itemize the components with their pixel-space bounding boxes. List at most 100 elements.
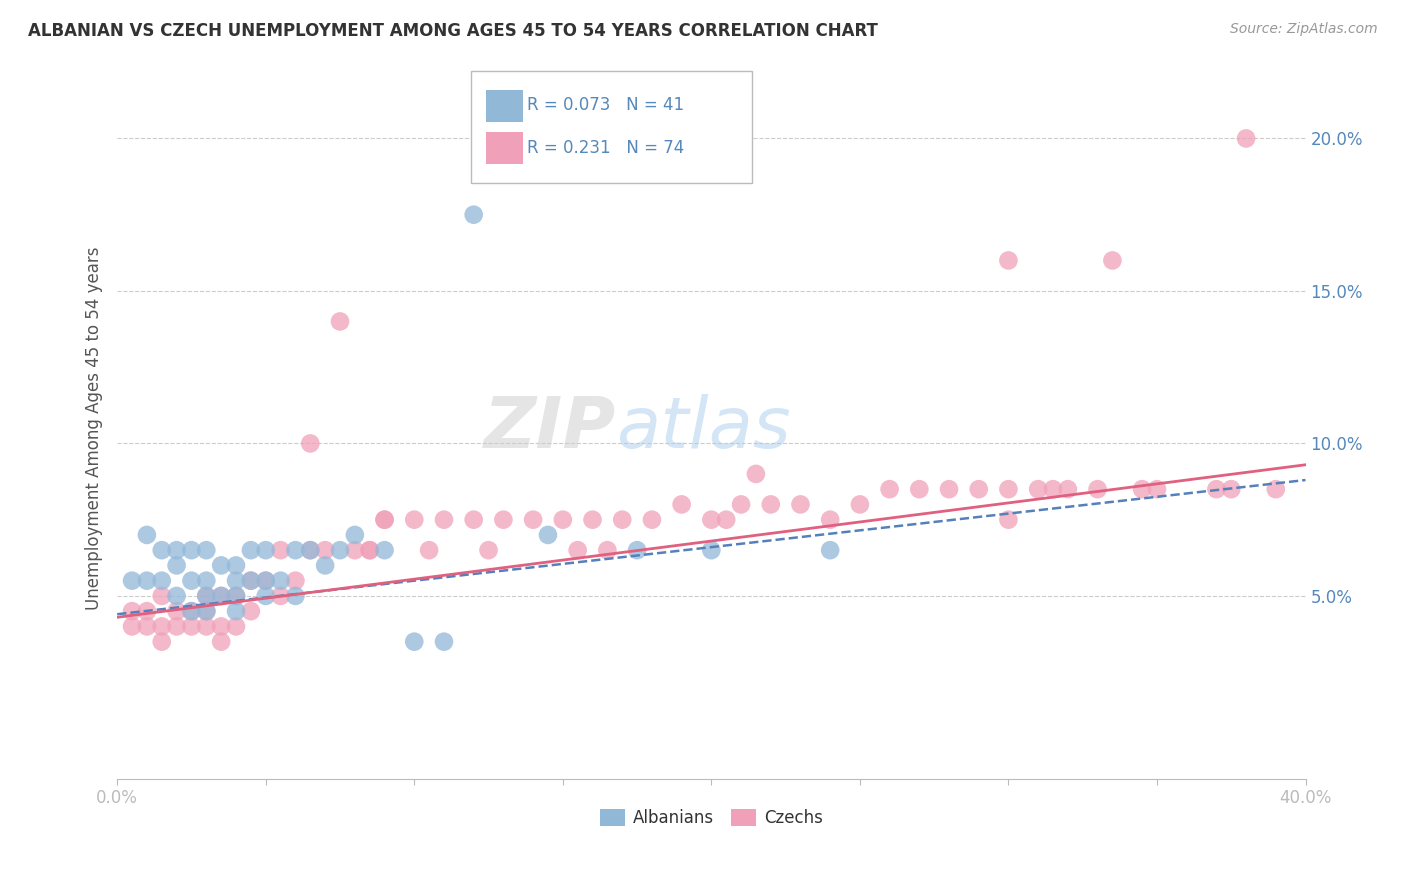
Point <box>967 482 990 496</box>
Point <box>730 498 752 512</box>
Point <box>551 513 574 527</box>
Point <box>997 482 1019 496</box>
Y-axis label: Unemployment Among Ages 45 to 54 years: Unemployment Among Ages 45 to 54 years <box>86 246 103 610</box>
Point <box>329 314 352 328</box>
Point <box>492 513 515 527</box>
Point <box>270 574 292 588</box>
Point <box>150 543 173 558</box>
Point <box>166 619 188 633</box>
Point <box>121 574 143 588</box>
Point <box>239 574 262 588</box>
Point <box>1056 482 1078 496</box>
Point <box>180 574 202 588</box>
Point <box>135 528 157 542</box>
Point <box>1234 131 1257 145</box>
Point <box>1220 482 1243 496</box>
Point <box>121 604 143 618</box>
Point <box>209 589 232 603</box>
Point <box>180 604 202 618</box>
Point <box>180 619 202 633</box>
Point <box>759 498 782 512</box>
Text: R = 0.073   N = 41: R = 0.073 N = 41 <box>527 96 685 114</box>
Point <box>671 498 693 512</box>
Point <box>359 543 381 558</box>
Point <box>522 513 544 527</box>
Point <box>1026 482 1049 496</box>
Point <box>209 589 232 603</box>
Point <box>225 589 247 603</box>
Point <box>1042 482 1064 496</box>
Point <box>209 634 232 648</box>
Point <box>121 619 143 633</box>
Point <box>254 543 277 558</box>
Point <box>641 513 664 527</box>
Point <box>195 604 218 618</box>
Point <box>849 498 872 512</box>
Point <box>1087 482 1109 496</box>
Point <box>150 634 173 648</box>
Point <box>239 574 262 588</box>
Point <box>195 604 218 618</box>
Point <box>374 513 396 527</box>
Point <box>581 513 603 527</box>
Point <box>433 634 456 648</box>
Point <box>997 513 1019 527</box>
Point <box>612 513 634 527</box>
Point <box>314 558 336 573</box>
Legend: Albanians, Czechs: Albanians, Czechs <box>593 802 830 834</box>
Point <box>299 543 322 558</box>
Point <box>225 574 247 588</box>
Point <box>195 589 218 603</box>
Point <box>938 482 960 496</box>
Point <box>135 574 157 588</box>
Point <box>209 558 232 573</box>
Point <box>270 589 292 603</box>
Point <box>135 619 157 633</box>
Point <box>225 589 247 603</box>
Point <box>1130 482 1153 496</box>
Point <box>1101 253 1123 268</box>
Text: Source: ZipAtlas.com: Source: ZipAtlas.com <box>1230 22 1378 37</box>
Point <box>225 558 247 573</box>
Point <box>374 543 396 558</box>
Point <box>818 513 841 527</box>
Point <box>254 574 277 588</box>
Point <box>284 589 307 603</box>
Point <box>374 513 396 527</box>
Point <box>254 574 277 588</box>
Point <box>314 543 336 558</box>
Point <box>166 558 188 573</box>
Text: R = 0.231   N = 74: R = 0.231 N = 74 <box>527 139 685 157</box>
Point <box>150 589 173 603</box>
Point <box>789 498 811 512</box>
Point <box>343 543 366 558</box>
Point <box>166 604 188 618</box>
Point <box>329 543 352 558</box>
Point <box>270 543 292 558</box>
Point <box>209 619 232 633</box>
Point <box>463 513 485 527</box>
Point <box>195 589 218 603</box>
Point <box>150 574 173 588</box>
Point <box>700 513 723 527</box>
Point <box>225 604 247 618</box>
Point <box>284 543 307 558</box>
Point <box>1205 482 1227 496</box>
Point <box>1146 482 1168 496</box>
Point <box>284 574 307 588</box>
Point <box>166 589 188 603</box>
Point <box>404 634 426 648</box>
Point <box>150 619 173 633</box>
Point <box>596 543 619 558</box>
Point <box>180 604 202 618</box>
Point <box>716 513 738 527</box>
Text: atlas: atlas <box>616 393 792 463</box>
Point <box>404 513 426 527</box>
Point <box>879 482 901 496</box>
Point <box>239 604 262 618</box>
Point <box>463 208 485 222</box>
Point <box>626 543 648 558</box>
Point <box>418 543 440 558</box>
Point <box>195 543 218 558</box>
Point <box>359 543 381 558</box>
